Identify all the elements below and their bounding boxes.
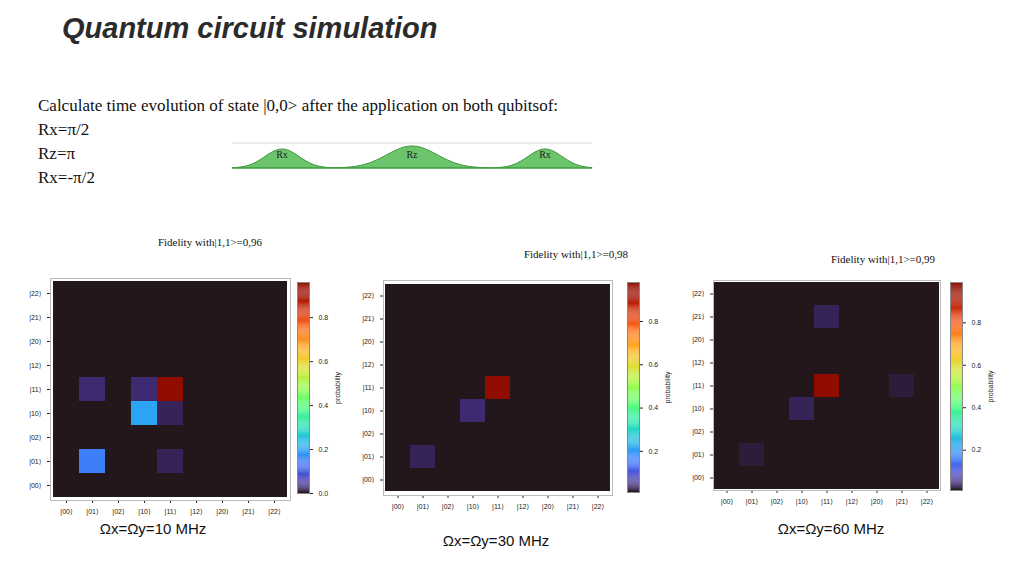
svg-text:0.4: 0.4: [649, 404, 659, 411]
svg-text:|00⟩: |00⟩: [60, 508, 73, 516]
svg-text:|10⟩: |10⟩: [467, 503, 480, 511]
svg-text:|01⟩: |01⟩: [692, 451, 705, 459]
html-text:Rz=π: Rz=π: [38, 144, 76, 163]
svg-text:|21⟩: |21⟩: [29, 314, 42, 322]
svg-text:0.2: 0.2: [319, 446, 329, 453]
svg-text:|12⟩: |12⟩: [517, 503, 530, 511]
html-text:Fidelity with|1,1>=0,99: Fidelity with|1,1>=0,99: [830, 253, 936, 265]
svg-text:|00⟩: |00⟩: [362, 476, 375, 484]
svg-text:0.6: 0.6: [972, 362, 982, 369]
svg-text:|00⟩: |00⟩: [721, 498, 734, 506]
svg-text:Rx: Rx: [276, 149, 288, 160]
svg-text:|00⟩: |00⟩: [392, 503, 405, 511]
svg-text:|02⟩: |02⟩: [442, 503, 455, 511]
svg-text:|01⟩: |01⟩: [29, 458, 42, 466]
svg-text:|02⟩: |02⟩: [771, 498, 784, 506]
html-text:Fidelity with|1,1>=0,98: Fidelity with|1,1>=0,98: [523, 248, 629, 260]
svg-text:0.6: 0.6: [649, 361, 659, 368]
svg-text:|21⟩: |21⟩: [567, 503, 580, 511]
svg-text:Rz: Rz: [406, 149, 418, 160]
html-text:Rx=π/2: Rx=π/2: [38, 120, 90, 139]
svg-text:0.8: 0.8: [319, 314, 329, 321]
svg-text:|11⟩: |11⟩: [821, 498, 833, 506]
svg-text:0.0: 0.0: [319, 490, 329, 497]
svg-text:|10⟩: |10⟩: [796, 498, 809, 506]
svg-text:Rx: Rx: [539, 149, 551, 160]
svg-text:0.8: 0.8: [972, 319, 982, 326]
svg-text:|12⟩: |12⟩: [29, 362, 42, 370]
svg-text:|20⟩: |20⟩: [216, 508, 229, 516]
svg-text:|10⟩: |10⟩: [692, 405, 705, 413]
svg-text:|11⟩: |11⟩: [693, 382, 705, 390]
svg-text:|20⟩: |20⟩: [692, 336, 705, 344]
svg-text:probability: probability: [664, 371, 672, 403]
svg-text:|22⟩: |22⟩: [692, 290, 705, 298]
svg-text:|20⟩: |20⟩: [542, 503, 555, 511]
svg-text:|00⟩: |00⟩: [29, 482, 42, 490]
svg-text:|10⟩: |10⟩: [138, 508, 151, 516]
svg-text:|20⟩: |20⟩: [871, 498, 884, 506]
svg-text:|11⟩: |11⟩: [30, 386, 42, 394]
svg-text:|20⟩: |20⟩: [362, 338, 375, 346]
svg-text:|11⟩: |11⟩: [492, 503, 504, 511]
svg-text:|12⟩: |12⟩: [190, 508, 203, 516]
svg-text:0.4: 0.4: [319, 402, 329, 409]
svg-text:|22⟩: |22⟩: [921, 498, 934, 506]
svg-text:probability: probability: [334, 372, 342, 404]
html-text:Ωx=Ωy=30 MHz: Ωx=Ωy=30 MHz: [442, 532, 550, 549]
svg-text:|11⟩: |11⟩: [363, 384, 375, 392]
html-text:Ωx=Ωy=10 MHz: Ωx=Ωy=10 MHz: [99, 520, 207, 537]
svg-text:|10⟩: |10⟩: [29, 410, 42, 418]
svg-text:|21⟩: |21⟩: [242, 508, 255, 516]
svg-text:|02⟩: |02⟩: [692, 428, 705, 436]
svg-text:|12⟩: |12⟩: [692, 359, 705, 367]
svg-text:|12⟩: |12⟩: [846, 498, 859, 506]
svg-text:0.8: 0.8: [649, 318, 659, 325]
svg-text:|01⟩: |01⟩: [746, 498, 759, 506]
svg-text:|02⟩: |02⟩: [112, 508, 125, 516]
svg-text:|01⟩: |01⟩: [362, 453, 375, 461]
svg-text:|00⟩: |00⟩: [692, 474, 705, 482]
svg-text:|20⟩: |20⟩: [29, 338, 42, 346]
svg-text:|10⟩: |10⟩: [362, 407, 375, 415]
svg-text:|01⟩: |01⟩: [86, 508, 99, 516]
html-text:Quantum circuit simulation: Quantum circuit simulation: [62, 12, 438, 44]
svg-text:|02⟩: |02⟩: [362, 430, 375, 438]
svg-text:|22⟩: |22⟩: [592, 503, 605, 511]
svg-text:|22⟩: |22⟩: [362, 292, 375, 300]
svg-text:|11⟩: |11⟩: [165, 508, 177, 516]
svg-text:|12⟩: |12⟩: [362, 361, 375, 369]
svg-text:0.2: 0.2: [649, 448, 659, 455]
svg-text:|21⟩: |21⟩: [896, 498, 909, 506]
svg-text:|21⟩: |21⟩: [692, 313, 705, 321]
svg-text:|22⟩: |22⟩: [29, 290, 42, 298]
svg-text:0.4: 0.4: [972, 404, 982, 411]
svg-text:|02⟩: |02⟩: [29, 434, 42, 442]
html-text:Calculate time evolution of st: Calculate time evolution of state |0,0> …: [38, 96, 558, 115]
html-text:Ωx=Ωy=60 MHz: Ωx=Ωy=60 MHz: [777, 520, 885, 537]
svg-text:probability: probability: [987, 370, 995, 402]
html-text:Rx=-π/2: Rx=-π/2: [38, 168, 95, 187]
svg-text:|22⟩: |22⟩: [268, 508, 281, 516]
svg-text:0.6: 0.6: [319, 358, 329, 365]
svg-text:|01⟩: |01⟩: [417, 503, 430, 511]
svg-text:0.2: 0.2: [972, 446, 982, 453]
svg-text:|21⟩: |21⟩: [362, 315, 375, 323]
html-text:Fidelity with|1,1>=0,96: Fidelity with|1,1>=0,96: [157, 236, 263, 248]
